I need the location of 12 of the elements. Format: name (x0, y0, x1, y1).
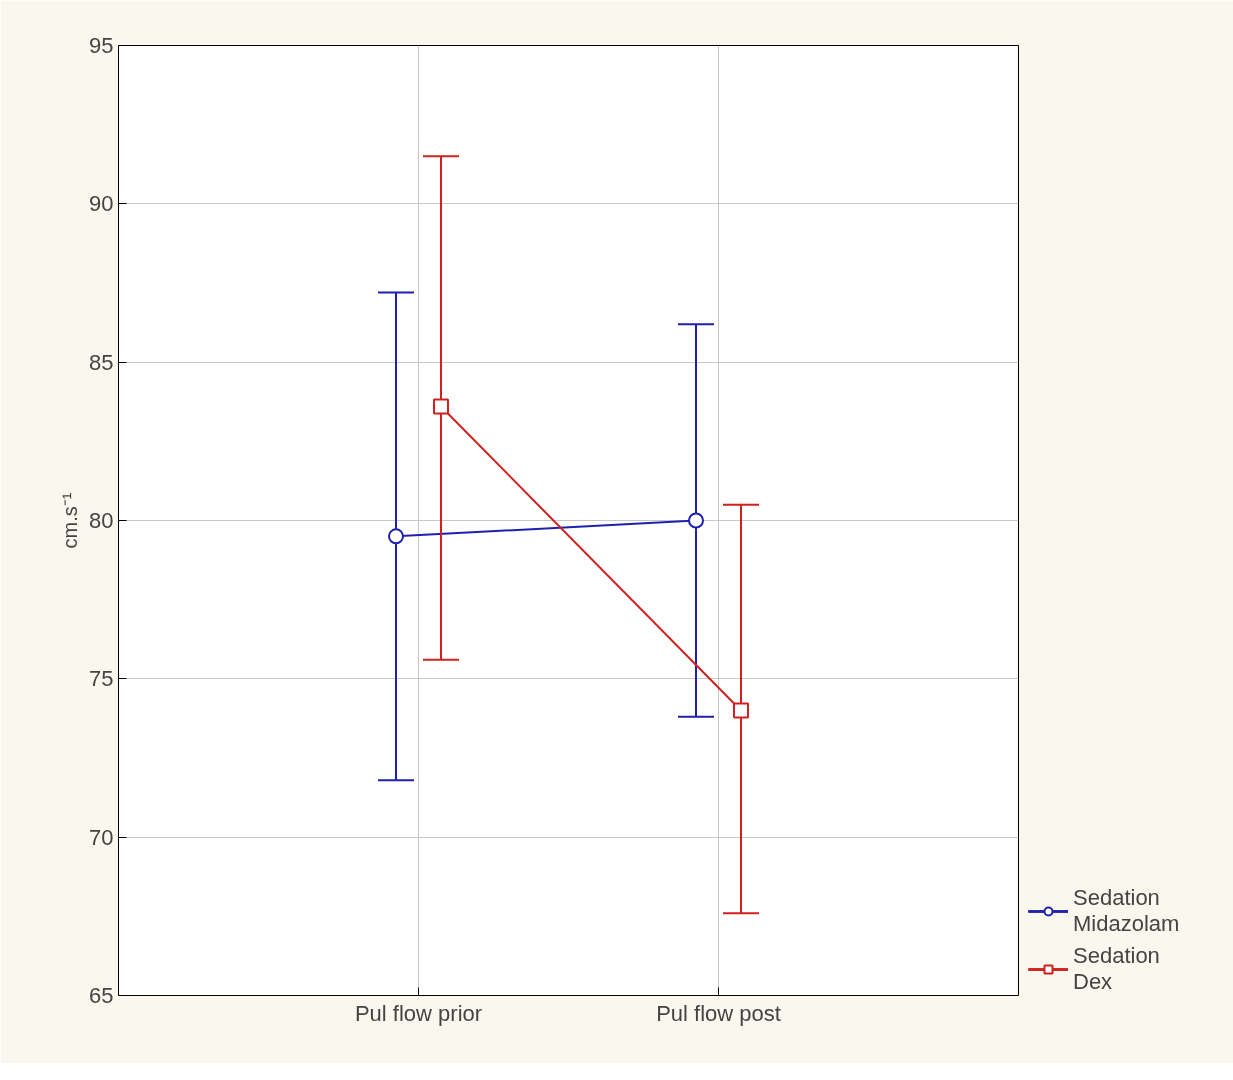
x-tick-label: Pul flow post (656, 1000, 781, 1026)
y-tick-label: 90 (89, 191, 114, 217)
legend-label: Sedation Dex (1073, 943, 1160, 995)
y-axis-title: cm.s⁻¹ (59, 492, 82, 549)
y-tick-label: 80 (89, 508, 114, 533)
y-tick-label: 70 (89, 824, 114, 850)
y-tick-label: 65 (89, 983, 114, 1008)
y-tick-label: 85 (89, 349, 114, 375)
y-tick-label: 75 (89, 666, 114, 692)
x-tick-label: Pul flow prior (354, 1000, 483, 1026)
legend-label: Sedation Midazolam (1073, 885, 1180, 937)
y-tick-label: 95 (89, 33, 114, 58)
